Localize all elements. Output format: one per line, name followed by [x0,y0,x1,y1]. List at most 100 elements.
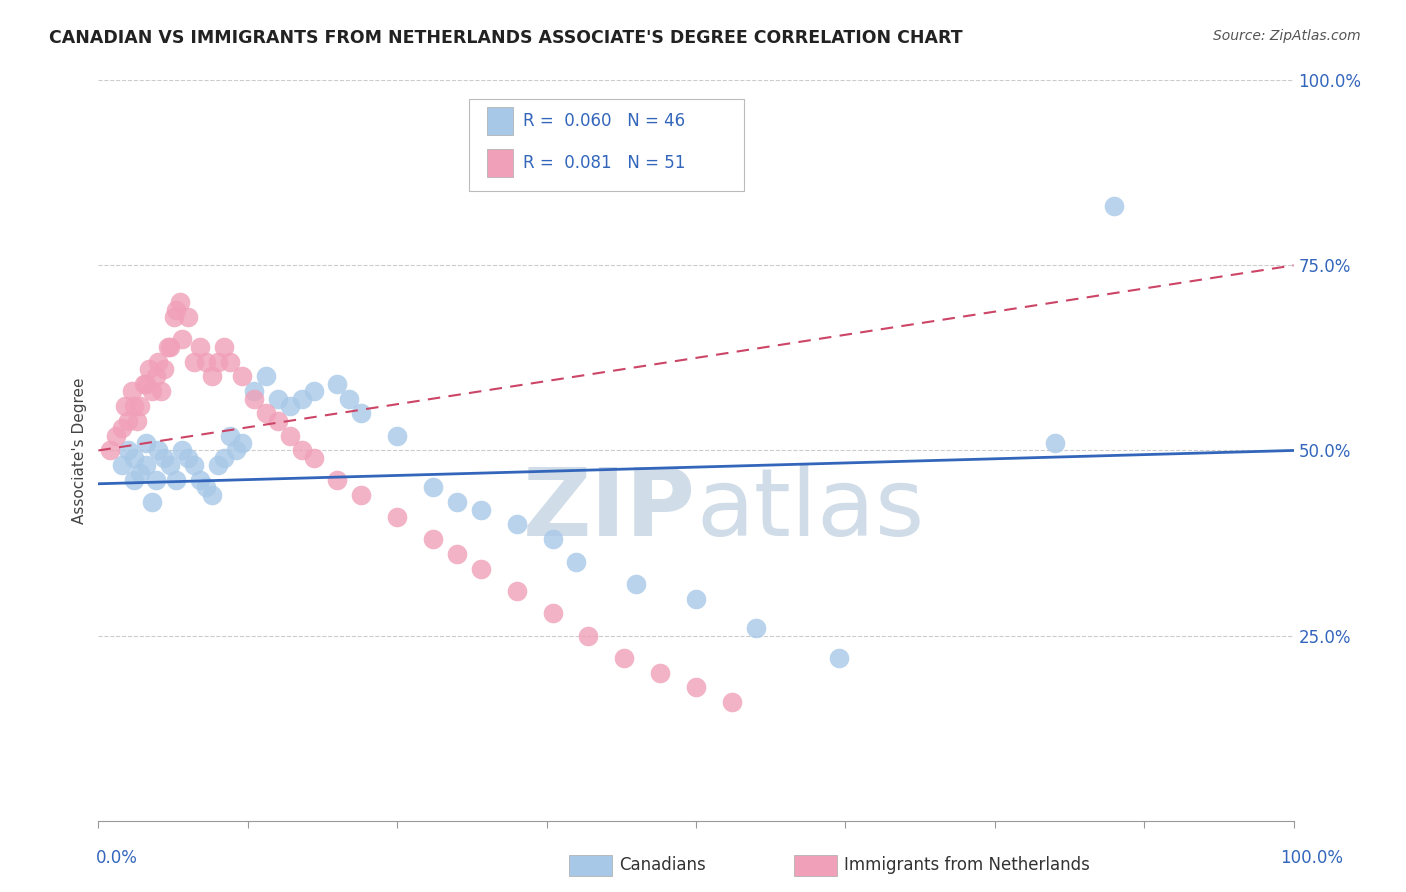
Point [169,295,191,310]
Point [163,310,186,325]
Point [685,681,707,695]
Point [565,555,588,569]
Point [291,443,314,458]
Point [506,517,529,532]
Point [385,428,409,442]
Point [135,436,157,450]
FancyBboxPatch shape [486,107,513,135]
Point [254,369,277,384]
Point [129,399,152,413]
Point [267,414,290,428]
Point [470,562,492,576]
Point [177,450,200,465]
Point [685,591,707,606]
Point [541,533,564,547]
Point [385,510,409,524]
Point [207,354,229,368]
Point [188,473,211,487]
Point [124,399,146,413]
Point [302,450,325,465]
Point [243,392,266,406]
Point [172,332,194,346]
Point [613,650,636,665]
Text: Immigrants from Netherlands: Immigrants from Netherlands [844,856,1090,874]
Point [326,473,349,487]
Point [1104,199,1126,213]
Point [165,302,187,317]
Point [156,340,179,354]
Point [446,495,468,509]
Point [153,450,176,465]
Point [541,607,564,621]
Point [828,650,851,665]
Text: CANADIAN VS IMMIGRANTS FROM NETHERLANDS ASSOCIATE'S DEGREE CORRELATION CHART: CANADIAN VS IMMIGRANTS FROM NETHERLANDS … [49,29,963,47]
Point [121,384,143,399]
Point [153,362,176,376]
Point [506,584,529,599]
Point [212,450,235,465]
Point [145,473,167,487]
Point [132,376,155,391]
Point [422,533,444,547]
Point [231,369,253,384]
Point [578,628,600,642]
Point [183,354,205,368]
Point [98,443,122,458]
Point [648,665,672,680]
Point [172,443,194,458]
Point [231,436,253,450]
Point [138,362,160,376]
Point [446,547,468,561]
Point [135,376,157,391]
Point [201,369,224,384]
Point [278,428,301,442]
Point [141,495,163,509]
Point [105,428,128,442]
Point [219,354,242,368]
Point [124,473,146,487]
Text: Canadians: Canadians [619,856,706,874]
Point [745,621,768,635]
Point [148,354,170,368]
Point [326,376,349,391]
Point [111,458,134,473]
Point [291,392,314,406]
Point [470,502,492,516]
Point [195,354,218,368]
Point [177,310,200,325]
Point [201,488,224,502]
Point [145,369,167,384]
Point [278,399,301,413]
Text: R =  0.081   N = 51: R = 0.081 N = 51 [523,154,685,172]
Point [339,392,361,406]
Point [212,340,235,354]
FancyBboxPatch shape [470,99,744,191]
Text: R =  0.060   N = 46: R = 0.060 N = 46 [523,112,685,129]
Point [302,384,325,399]
Point [111,421,134,435]
Point [149,384,172,399]
Point [135,458,157,473]
Point [1043,436,1066,450]
Point [125,414,148,428]
Point [267,392,290,406]
Point [183,458,205,473]
Point [129,466,152,480]
Point [350,488,373,502]
Text: 100.0%: 100.0% [1279,849,1343,867]
Point [148,443,170,458]
Text: ZIP: ZIP [523,464,696,556]
Point [254,407,277,421]
Point [243,384,266,399]
Point [117,443,139,458]
FancyBboxPatch shape [486,149,513,178]
Point [195,480,218,494]
Point [117,414,139,428]
Point [626,576,648,591]
Text: Source: ZipAtlas.com: Source: ZipAtlas.com [1213,29,1361,44]
Point [225,443,247,458]
Point [159,458,181,473]
Point [422,480,444,494]
Point [114,399,136,413]
Text: 0.0%: 0.0% [96,849,138,867]
